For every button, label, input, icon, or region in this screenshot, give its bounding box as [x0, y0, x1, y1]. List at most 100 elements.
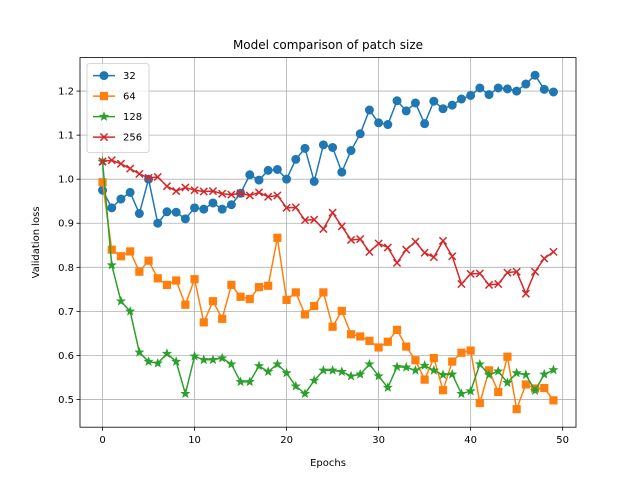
y-tick-label: 0.8 [58, 263, 74, 274]
series-64 [98, 178, 558, 414]
data-point-128 [447, 368, 458, 379]
data-point-32 [171, 207, 181, 217]
data-point-256 [264, 192, 273, 201]
data-point-256 [98, 157, 107, 166]
legend-label: 256 [123, 133, 142, 144]
data-point-32 [134, 209, 144, 219]
data-point-64 [411, 356, 420, 365]
data-point-64 [356, 332, 365, 341]
data-point-128 [502, 377, 513, 388]
data-point-32 [328, 142, 338, 152]
data-point-128 [244, 376, 255, 387]
data-point-256 [181, 183, 190, 192]
data-point-256 [383, 243, 392, 252]
data-point-64 [549, 396, 558, 405]
data-point-128 [189, 350, 200, 361]
data-point-256 [190, 186, 199, 195]
legend-entry-256: 256 [93, 133, 142, 144]
legend: 32 64 128 256 [86, 63, 150, 153]
data-point-256 [438, 236, 448, 245]
legend-label: 128 [123, 112, 142, 123]
data-point-64 [199, 318, 208, 327]
data-point-64 [98, 178, 107, 187]
data-point-256 [429, 253, 438, 262]
data-point-256 [503, 268, 512, 277]
data-point-256 [116, 159, 126, 168]
data-point-64 [328, 322, 337, 331]
data-point-128 [309, 375, 320, 385]
data-point-256 [521, 289, 530, 298]
data-point-32 [548, 87, 558, 97]
data-point-128 [419, 360, 430, 370]
data-point-32 [383, 120, 393, 130]
data-point-256 [365, 247, 374, 257]
data-point-128 [106, 259, 117, 270]
data-point-32 [162, 207, 172, 217]
data-point-32 [512, 86, 522, 96]
data-point-64 [153, 274, 162, 283]
data-point-128 [152, 357, 163, 368]
data-point-256 [374, 239, 383, 248]
data-point-64 [107, 245, 116, 254]
data-point-32 [502, 84, 512, 94]
data-point-256 [273, 191, 282, 200]
data-point-32 [318, 140, 328, 150]
data-point-64 [420, 375, 429, 384]
data-point-128 [161, 348, 173, 358]
data-point-64 [208, 297, 218, 306]
legend-entry-64: 64 [93, 92, 136, 103]
x-tick-label: 0 [99, 435, 105, 446]
data-point-256 [328, 208, 337, 217]
data-point-32 [153, 218, 163, 228]
data-point-256 [254, 188, 264, 197]
data-point-128 [198, 354, 209, 365]
data-point-32 [272, 164, 282, 174]
x-tick-label: 50 [556, 435, 569, 446]
y-tick-label: 0.7 [58, 307, 74, 318]
data-point-64 [236, 292, 245, 301]
data-point-32 [374, 118, 384, 128]
data-point-32 [291, 154, 301, 164]
data-point-64 [181, 300, 190, 309]
data-point-64 [291, 288, 300, 297]
data-point-128 [382, 382, 393, 392]
data-point-128 [355, 368, 366, 379]
data-point-256 [549, 247, 558, 257]
data-point-32 [530, 70, 540, 80]
legend-frame [86, 63, 150, 153]
legend-marker [98, 111, 110, 121]
data-point-128 [529, 385, 541, 395]
data-point-256 [245, 191, 254, 200]
data-point-64 [300, 310, 310, 319]
data-point-128 [217, 352, 228, 363]
data-point-256 [512, 267, 521, 276]
data-point-256 [466, 269, 475, 279]
data-point-64 [512, 405, 521, 414]
data-point-32 [429, 96, 439, 106]
data-point-32 [226, 200, 236, 210]
series-32 [98, 70, 558, 228]
plot-frame [79, 57, 577, 428]
data-point-256 [236, 189, 245, 198]
data-point-256 [172, 186, 181, 196]
data-point-64 [310, 301, 319, 311]
data-point-32 [466, 90, 476, 100]
legend-marker [99, 132, 109, 142]
data-point-256 [475, 269, 484, 278]
data-point-128 [456, 388, 467, 399]
legend-label: 64 [123, 92, 136, 103]
data-point-128 [511, 367, 522, 378]
data-point-128 [336, 366, 347, 377]
data-point-128 [493, 365, 504, 376]
data-point-128 [391, 361, 403, 372]
data-point-128 [253, 360, 265, 371]
data-point-32 [484, 90, 494, 100]
x-tick-label: 20 [280, 435, 293, 446]
data-point-128 [263, 366, 274, 377]
data-point-64 [116, 252, 126, 261]
data-point-32 [475, 83, 485, 93]
legend-label: 32 [123, 71, 136, 82]
data-point-32 [199, 204, 209, 214]
data-point-64 [503, 352, 512, 361]
